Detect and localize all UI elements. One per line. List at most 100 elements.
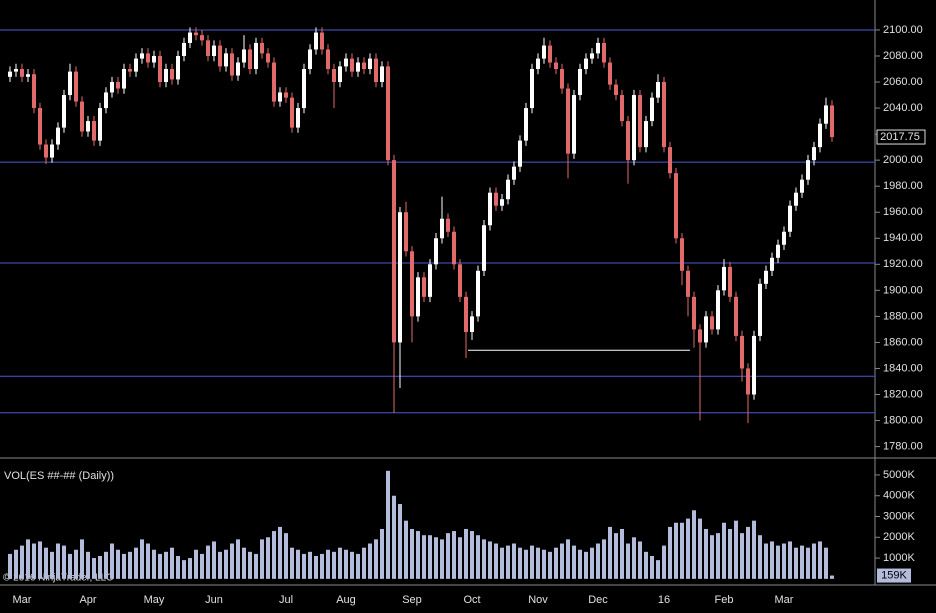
y-tick-label: 2080.00 — [883, 50, 923, 62]
candle-body — [518, 140, 522, 167]
candle-body — [536, 58, 540, 70]
y-tick-label: 1960.00 — [883, 206, 923, 218]
candle-body — [140, 53, 144, 59]
volume-bar — [410, 528, 414, 579]
candle-body — [488, 192, 492, 226]
y-tick-label: 1840.00 — [883, 362, 923, 374]
volume-bar — [326, 549, 330, 579]
x-tick-label: Mar — [13, 594, 32, 606]
candle-body — [260, 42, 264, 54]
candle-body — [668, 147, 672, 174]
volume-bar — [530, 545, 534, 579]
volume-bar — [296, 549, 300, 579]
volume-bar — [434, 537, 438, 579]
volume-bar — [578, 549, 582, 579]
candle-body — [98, 108, 102, 141]
volume-bar — [770, 541, 774, 579]
volume-bar — [134, 547, 138, 579]
volume-bar — [260, 539, 264, 579]
last-volume-label: 159K — [881, 569, 907, 581]
y-tick-label: 5000K — [883, 469, 915, 481]
candle-body — [68, 71, 72, 96]
candle-body — [110, 82, 114, 93]
volume-bar — [116, 549, 120, 579]
candle-body — [758, 283, 762, 336]
y-tick-label: 1000K — [883, 552, 915, 564]
volume-bar — [584, 551, 588, 579]
candle-body — [200, 35, 204, 41]
candle-body — [764, 270, 768, 284]
volume-bar — [650, 555, 654, 579]
candle-body — [728, 266, 732, 297]
candle-body — [332, 69, 336, 83]
y-tick-label: 1980.00 — [883, 180, 923, 192]
candle-body — [26, 74, 30, 77]
candle-body — [542, 45, 546, 59]
volume-bar — [536, 547, 540, 579]
candle-body — [92, 121, 96, 141]
candle-body — [20, 69, 24, 77]
volume-bar — [230, 543, 234, 579]
volume-bar — [470, 531, 474, 579]
candle-body — [362, 62, 366, 70]
candle-body — [32, 74, 36, 109]
volume-bar — [662, 545, 666, 579]
volume-bar — [74, 549, 78, 579]
candle-body — [614, 84, 618, 96]
candle-body — [656, 82, 660, 98]
volume-bar — [350, 551, 354, 579]
volume-bar — [392, 495, 396, 579]
volume-bar — [698, 518, 702, 579]
volume-bar — [338, 547, 342, 579]
volume-bar — [362, 547, 366, 579]
volume-bar — [680, 522, 684, 579]
candle-body — [146, 53, 150, 63]
volume-bar — [26, 539, 30, 579]
candle-body — [326, 49, 330, 70]
x-tick-label: Feb — [715, 594, 734, 606]
volume-bar — [122, 553, 126, 579]
candle-body — [212, 45, 216, 56]
candle-body — [356, 62, 360, 72]
volume-bar — [248, 551, 252, 579]
candle-body — [86, 121, 90, 132]
candle-body — [554, 62, 558, 70]
y-tick-label: 4000K — [883, 490, 915, 502]
volume-bar — [314, 555, 318, 579]
candle-body — [278, 92, 282, 102]
volume-bar — [620, 528, 624, 579]
volume-bar — [332, 551, 336, 579]
candle-body — [698, 329, 702, 343]
volume-bar — [8, 553, 12, 579]
candle-body — [602, 42, 606, 63]
candle-body — [740, 335, 744, 369]
x-tick-label: Mar — [775, 594, 794, 606]
candle-body — [512, 166, 516, 180]
volume-bar — [428, 535, 432, 579]
candle-body — [794, 192, 798, 206]
candle-body — [608, 62, 612, 85]
volume-bar — [302, 553, 306, 579]
y-tick-label: 2100.00 — [883, 24, 923, 36]
y-tick-label: 2000K — [883, 531, 915, 543]
candle-body — [722, 266, 726, 291]
y-tick-label: 2040.00 — [883, 102, 923, 114]
candle-body — [80, 101, 84, 132]
candle-body — [158, 55, 162, 83]
candle-body — [716, 290, 720, 330]
volume-bar — [494, 543, 498, 579]
volume-bar — [104, 551, 108, 579]
volume-bar — [644, 551, 648, 579]
candle-body — [596, 42, 600, 54]
volume-bar — [14, 549, 18, 579]
candle-body — [470, 316, 474, 333]
volume-bar — [140, 539, 144, 579]
last-volume-box — [877, 568, 911, 583]
candle-body — [284, 92, 288, 98]
volume-bar — [344, 549, 348, 579]
candle-body — [524, 108, 528, 141]
volume-bar — [746, 526, 750, 579]
candle-body — [746, 368, 750, 395]
volume-bar — [158, 553, 162, 579]
